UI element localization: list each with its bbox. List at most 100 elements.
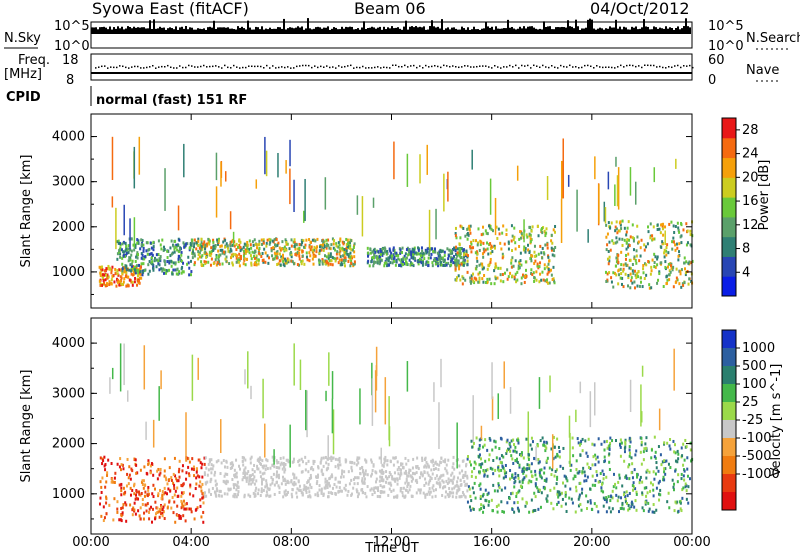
velocity-cell [523, 476, 526, 480]
power-cell [605, 248, 608, 252]
velocity-cell [510, 454, 513, 458]
power-cell [151, 262, 154, 266]
power-cell [341, 263, 344, 267]
power-cell [252, 243, 255, 247]
nave-point [623, 66, 625, 68]
nsky-bar [389, 28, 391, 34]
velocity-cell [246, 476, 249, 480]
velocity-cell [372, 488, 375, 492]
velocity-cell [273, 492, 276, 496]
velocity-cell [530, 480, 533, 484]
velocity-cell [263, 464, 266, 468]
velocity-cell [496, 489, 499, 493]
power-cell [293, 244, 296, 248]
power-cell [161, 269, 164, 273]
power-cell [550, 239, 553, 243]
power-cell [481, 262, 484, 266]
velocity-cell [454, 484, 457, 488]
velocity-cell [638, 481, 641, 485]
power-cell [475, 250, 478, 254]
power-cell [207, 260, 210, 264]
velocity-cell [682, 442, 685, 446]
velocity-streak [250, 385, 252, 400]
power-cell [131, 259, 134, 263]
nave-point [476, 65, 478, 68]
velocity-cell [414, 479, 417, 483]
velocity-streak [384, 377, 387, 425]
nsky-bar [431, 20, 433, 34]
velocity-cell [223, 474, 226, 478]
velocity-cell [439, 483, 442, 487]
velocity-cell [564, 475, 567, 479]
nsky-bar [289, 27, 291, 34]
power-cell [231, 238, 234, 242]
velocity-cell [508, 448, 511, 452]
nsky-bar [321, 28, 323, 34]
power-cell [335, 252, 338, 256]
power-cell [117, 239, 120, 243]
velocity-cell [334, 457, 337, 461]
nsky-bar [513, 28, 515, 34]
velocity-cell [393, 471, 396, 475]
velocity-cell [337, 463, 340, 467]
velocity-streak [247, 351, 249, 389]
velocity-cell [498, 486, 501, 490]
power-cell [193, 252, 196, 256]
power-cell [463, 253, 466, 257]
velocity-cell [116, 500, 119, 504]
nsky-top-tick: 10^5 [54, 19, 90, 34]
nsky-bar [259, 29, 261, 34]
power-cell [620, 282, 623, 286]
nsky-bar [537, 29, 539, 34]
power-cell [117, 241, 120, 245]
velocity-cell [250, 478, 253, 482]
power-cell [274, 255, 277, 259]
power-cell [104, 284, 107, 288]
velocity-cell [462, 493, 465, 497]
power-cell [336, 250, 339, 254]
power-cell [204, 262, 207, 266]
nsky-bar [423, 26, 425, 34]
power-cell [383, 264, 386, 268]
power-cell [306, 258, 309, 262]
power-cell [647, 225, 650, 229]
nsky-bar [121, 26, 123, 34]
velocity-cell [128, 465, 131, 469]
velocity-cell [119, 518, 122, 522]
velocity-cell [481, 462, 484, 466]
power-cell [230, 240, 233, 244]
power-cell [482, 247, 485, 251]
power-cell [137, 271, 140, 275]
velocity-cell [210, 477, 213, 481]
power-cell [469, 276, 472, 280]
power-cell [607, 221, 610, 225]
power-cell [385, 252, 388, 256]
nave-point [683, 65, 685, 67]
velocity-cell [208, 488, 211, 492]
power-cell [134, 243, 137, 247]
power-cell [548, 281, 551, 285]
power-cell [554, 245, 557, 249]
velocity-cell [309, 473, 312, 477]
nave-point [182, 66, 184, 69]
nsky-bar [269, 27, 271, 34]
velocity-cell [487, 491, 490, 495]
power-cell [228, 262, 231, 266]
velocity-cell [392, 477, 395, 481]
power-cell [262, 238, 265, 242]
power-cell [152, 240, 155, 244]
power-cell [633, 257, 636, 261]
velocity-cell [372, 464, 375, 468]
nsky-bar [219, 27, 221, 34]
nsky-bar [237, 26, 239, 34]
nave-point [356, 66, 358, 69]
power-cell [627, 245, 630, 249]
velocity-cell [120, 506, 123, 510]
power-cell [446, 247, 449, 251]
power-cell [331, 237, 334, 241]
power-cell [641, 285, 644, 289]
power-cell [392, 257, 395, 261]
velocity-cell [150, 462, 153, 466]
velocity-cell [561, 497, 564, 501]
power-cell [266, 238, 269, 242]
